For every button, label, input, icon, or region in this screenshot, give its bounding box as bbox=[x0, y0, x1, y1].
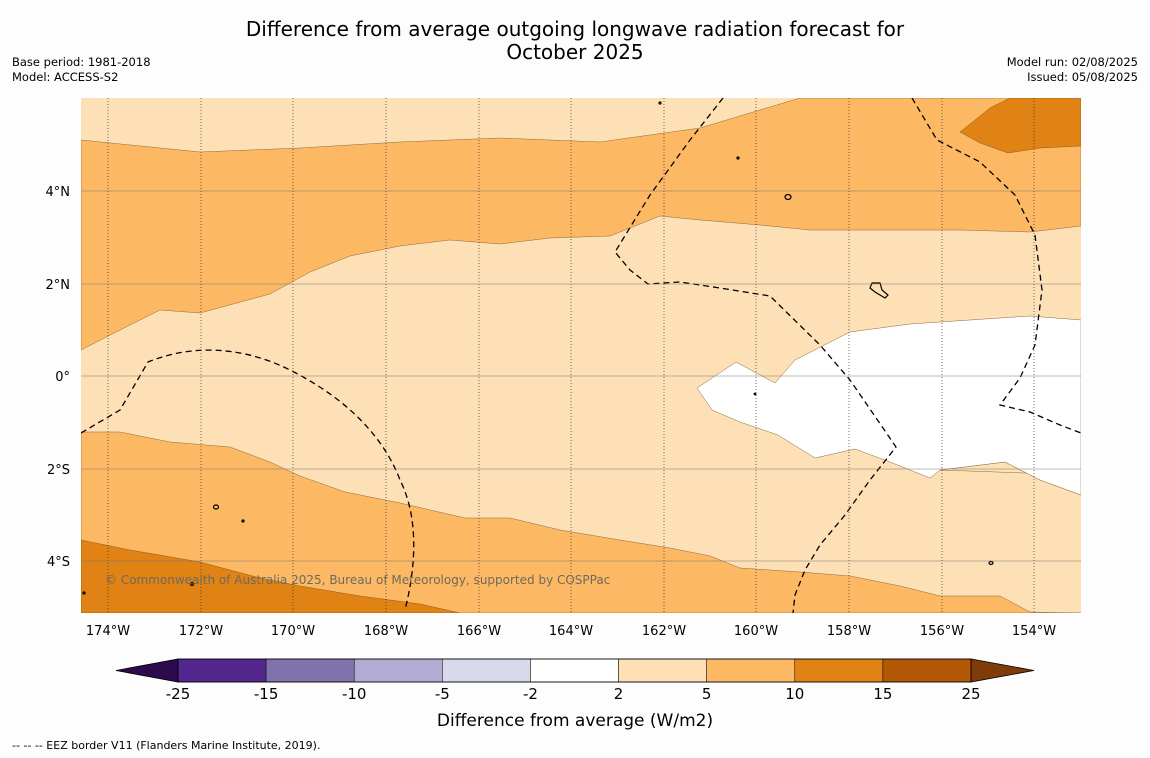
longitude-label: 170°W bbox=[271, 624, 315, 639]
island-7 bbox=[241, 519, 245, 523]
colorbar-segment bbox=[353, 658, 443, 683]
issued-date: Issued: 05/08/2025 bbox=[1027, 70, 1138, 84]
colorbar-segment bbox=[794, 658, 884, 683]
colorbar-segment bbox=[530, 658, 619, 683]
colorbar-segment bbox=[618, 658, 707, 683]
island-10 bbox=[753, 392, 757, 396]
band-neutral bbox=[696, 315, 1081, 496]
model-run: Model run: 02/08/2025 bbox=[1006, 55, 1138, 69]
base-period: Base period: 1981-2018 bbox=[12, 55, 151, 69]
longitude-label: 162°W bbox=[642, 624, 686, 639]
colorbar-tick-label: 10 bbox=[785, 685, 804, 703]
island-9 bbox=[82, 591, 86, 595]
map-title: Difference from average outgoing longwav… bbox=[0, 18, 1150, 64]
latitude-label: 0° bbox=[55, 370, 70, 385]
colorbar-segment bbox=[882, 658, 972, 683]
band-5-10-north bbox=[81, 98, 1081, 351]
longitude-label: 166°W bbox=[457, 624, 501, 639]
island-8 bbox=[189, 581, 195, 587]
band-5-10-south bbox=[81, 431, 1081, 613]
longitude-label: 158°W bbox=[827, 624, 871, 639]
eez-borders bbox=[81, 98, 1081, 613]
latitude-labels: 4°N 2°N 0° 2°S 4°S bbox=[46, 185, 71, 570]
band-10-15-north bbox=[959, 98, 1081, 154]
longitude-label: 154°W bbox=[1012, 624, 1056, 639]
colorbar-tick-label: -5 bbox=[435, 685, 450, 703]
colorbar-tick-label: -25 bbox=[166, 685, 191, 703]
colorbar-tick-label: -15 bbox=[254, 685, 279, 703]
longitude-label: 172°W bbox=[179, 624, 223, 639]
island-1 bbox=[784, 193, 792, 201]
map-plot-area bbox=[81, 98, 1081, 613]
latitude-label: 4°N bbox=[46, 185, 71, 200]
title-line-1: Difference from average outgoing longwav… bbox=[245, 17, 905, 41]
longitude-label: 164°W bbox=[549, 624, 593, 639]
colorbar-tick-label: 5 bbox=[702, 685, 712, 703]
band-10-15-south bbox=[81, 539, 461, 613]
island-4 bbox=[988, 560, 994, 566]
colorbar-tick-label: -2 bbox=[523, 685, 538, 703]
colorbar-title: Difference from average (W/m2) bbox=[437, 711, 713, 731]
colorbar-tick-label: 2 bbox=[614, 685, 624, 703]
latitude-label: 4°S bbox=[47, 555, 70, 570]
colorbar-segment bbox=[706, 658, 796, 683]
longitude-label: 168°W bbox=[364, 624, 408, 639]
colorbar-extend-low bbox=[115, 658, 179, 683]
colorbar-tick-label: -10 bbox=[342, 685, 367, 703]
eez-line-west bbox=[81, 349, 415, 611]
colorbar: -25 -15 -10 -5 -2 2 5 10 15 25 bbox=[115, 658, 1035, 703]
island-6 bbox=[736, 156, 740, 160]
longitude-label: 156°W bbox=[920, 624, 964, 639]
latitude-label: 2°S bbox=[47, 463, 70, 478]
colorbar-segment bbox=[442, 658, 531, 683]
colorbar-frame bbox=[177, 658, 972, 683]
colorbar-extend-high bbox=[970, 658, 1035, 683]
credit-text: © Commonwealth of Australia 2025, Bureau… bbox=[105, 573, 610, 587]
colorbar-tick-label: 25 bbox=[961, 685, 980, 703]
eez-line-east bbox=[911, 98, 1081, 434]
eez-footnote: -- -- -- EEZ border V11 (Flanders Marine… bbox=[12, 739, 321, 752]
island-5 bbox=[658, 101, 662, 105]
longitude-label: 174°W bbox=[86, 624, 130, 639]
longitude-labels: 174°W 172°W 170°W 168°W 166°W 164°W 162°W 160°W… bbox=[86, 624, 1056, 639]
model-name: Model: ACCESS-S2 bbox=[12, 70, 119, 84]
meta-right: Model run: 02/08/2025 Issued: 05/08/2025 bbox=[1007, 55, 1138, 85]
title-line-2: October 2025 bbox=[506, 40, 644, 64]
latitude-label: 2°N bbox=[46, 278, 71, 293]
colorbar-segment bbox=[265, 658, 355, 683]
gridlines bbox=[81, 98, 1081, 613]
longitude-label: 160°W bbox=[734, 624, 778, 639]
colorbar-segment bbox=[177, 658, 267, 683]
colorbar-tick-label: 15 bbox=[873, 685, 892, 703]
meta-left: Base period: 1981-2018 Model: ACCESS-S2 bbox=[12, 55, 151, 85]
island-3 bbox=[212, 504, 220, 510]
